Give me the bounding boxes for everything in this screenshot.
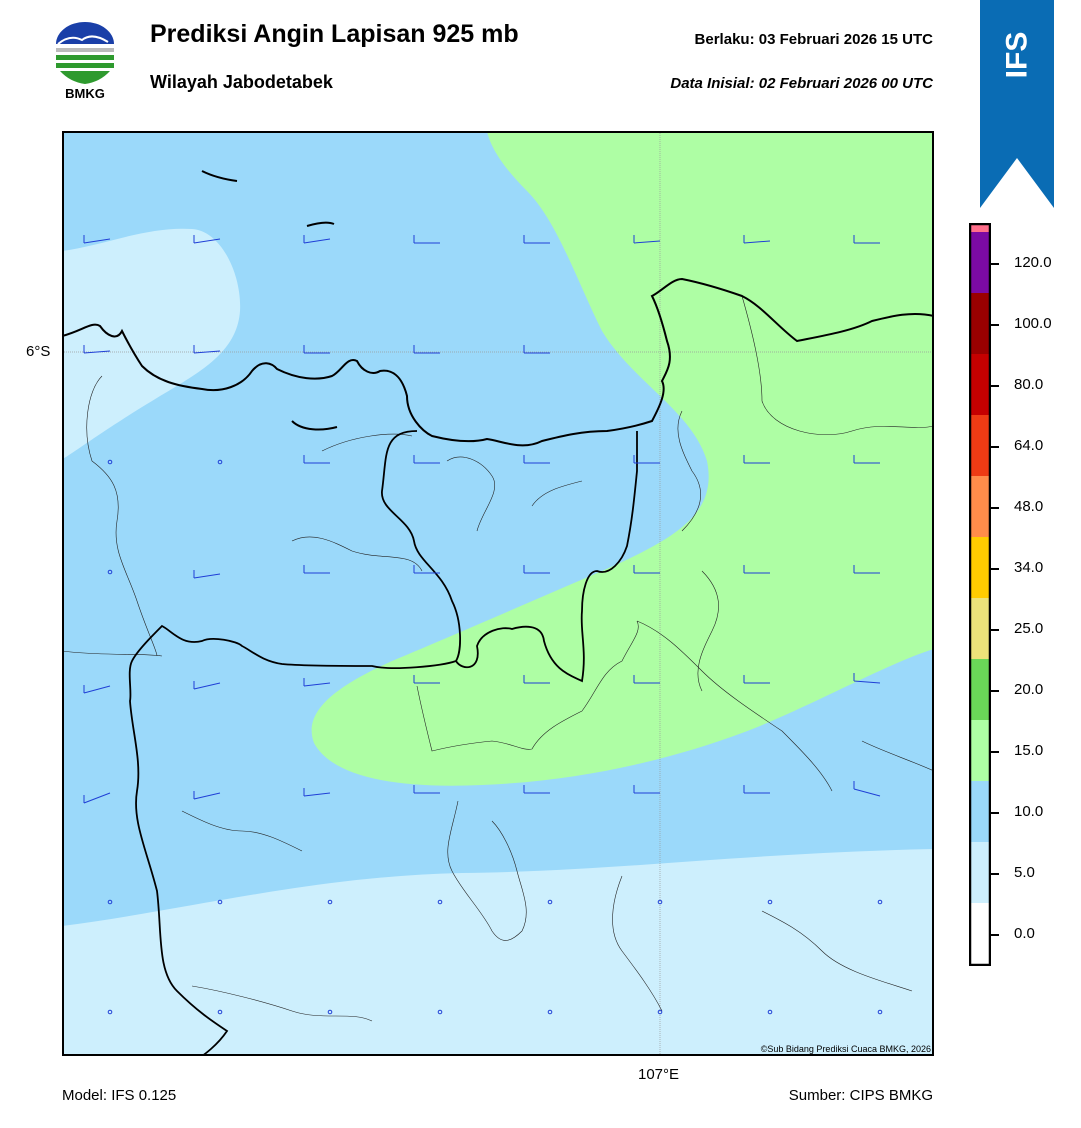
page-subtitle: Wilayah Jabodetabek [150, 72, 333, 92]
ifs-badge-label: IFS [980, 32, 1054, 79]
colorbar-tick-label: 48.0 [1014, 497, 1044, 515]
lon-label: 107°E [638, 1066, 680, 1083]
logo-text: BMKG [65, 86, 105, 101]
copyright-text: ©Sub Bidang Prediksi Cuaca BMKG, 2026 [761, 1044, 931, 1054]
colorbar-segment [971, 903, 989, 964]
colorbar-segment [971, 537, 989, 598]
ifs-banner [980, 0, 1054, 208]
colorbar-frame [969, 223, 991, 966]
colorbar-tick-mark [991, 933, 999, 936]
colorbar-tick-mark [991, 811, 999, 814]
model-label: Model: IFS 0.125 [62, 1087, 177, 1104]
wind-barbs [83, 235, 881, 804]
colorbar-tick-mark [991, 628, 999, 631]
shade-0-5-south [62, 849, 934, 1056]
province-borders [128, 430, 638, 1056]
colorbar-tick-mark [991, 872, 999, 875]
page-title: Prediksi Angin Lapisan 925 mb [150, 20, 519, 48]
calm-markers [107, 459, 883, 1015]
colorbar-tick-label: 34.0 [1014, 558, 1044, 576]
map-frame [62, 131, 934, 1056]
colorbar-tick-label: 25.0 [1014, 619, 1044, 637]
colorbar-segment [971, 223, 989, 232]
initial-time: Data Inisial: 02 Februari 2026 00 UTC [670, 75, 933, 92]
colorbar-tick-mark [991, 689, 999, 692]
colorbar-tick-mark [991, 323, 999, 326]
colorbar-tick-mark [991, 506, 999, 509]
colorbar-tick-label: 10.0 [1014, 802, 1044, 820]
colorbar-segment [971, 659, 989, 720]
district-boundaries [62, 295, 934, 1022]
colorbar-tick-label: 80.0 [1014, 375, 1044, 393]
colorbar-tick-mark [991, 262, 999, 265]
colorbar-segment [971, 598, 989, 659]
colorbar-tick-label: 20.0 [1014, 680, 1044, 698]
source-label: Sumber: CIPS BMKG [788, 1087, 933, 1104]
wind-map: ©Sub Bidang Prediksi Cuaca BMKG, 2026 [62, 131, 934, 1056]
bmkg-logo [52, 20, 118, 102]
colorbar-tick-label: 120.0 [1014, 253, 1052, 271]
colorbar-segment [971, 232, 989, 293]
colorbar-tick-label: 0.0 [1014, 924, 1035, 942]
shade-0-5-west [62, 228, 241, 460]
ifs-badge-text: IFS [999, 31, 1033, 79]
colorbar-tick-mark [991, 445, 999, 448]
colorbar-tick-label: 15.0 [1014, 741, 1044, 759]
colorbar-tick-label: 100.0 [1014, 314, 1052, 332]
colorbar-segment [971, 842, 989, 903]
colorbar-tick-label: 5.0 [1014, 863, 1035, 881]
colorbar-segment [971, 781, 989, 842]
valid-time: Berlaku: 03 Februari 2026 15 UTC [694, 31, 933, 48]
colorbar-tick-mark [991, 567, 999, 570]
colorbar-segment [971, 354, 989, 415]
colorbar-tick-label: 64.0 [1014, 436, 1044, 454]
colorbar-segment [971, 293, 989, 354]
colorbar-tick-mark [991, 384, 999, 387]
colorbar-tick-mark [991, 750, 999, 753]
colorbar [969, 223, 991, 966]
coastline [62, 170, 934, 447]
lat-label: 6°S [26, 343, 51, 360]
shade-10-15 [311, 131, 934, 786]
colorbar-segment [971, 415, 989, 476]
colorbar-segment [971, 476, 989, 537]
colorbar-segment [971, 720, 989, 781]
